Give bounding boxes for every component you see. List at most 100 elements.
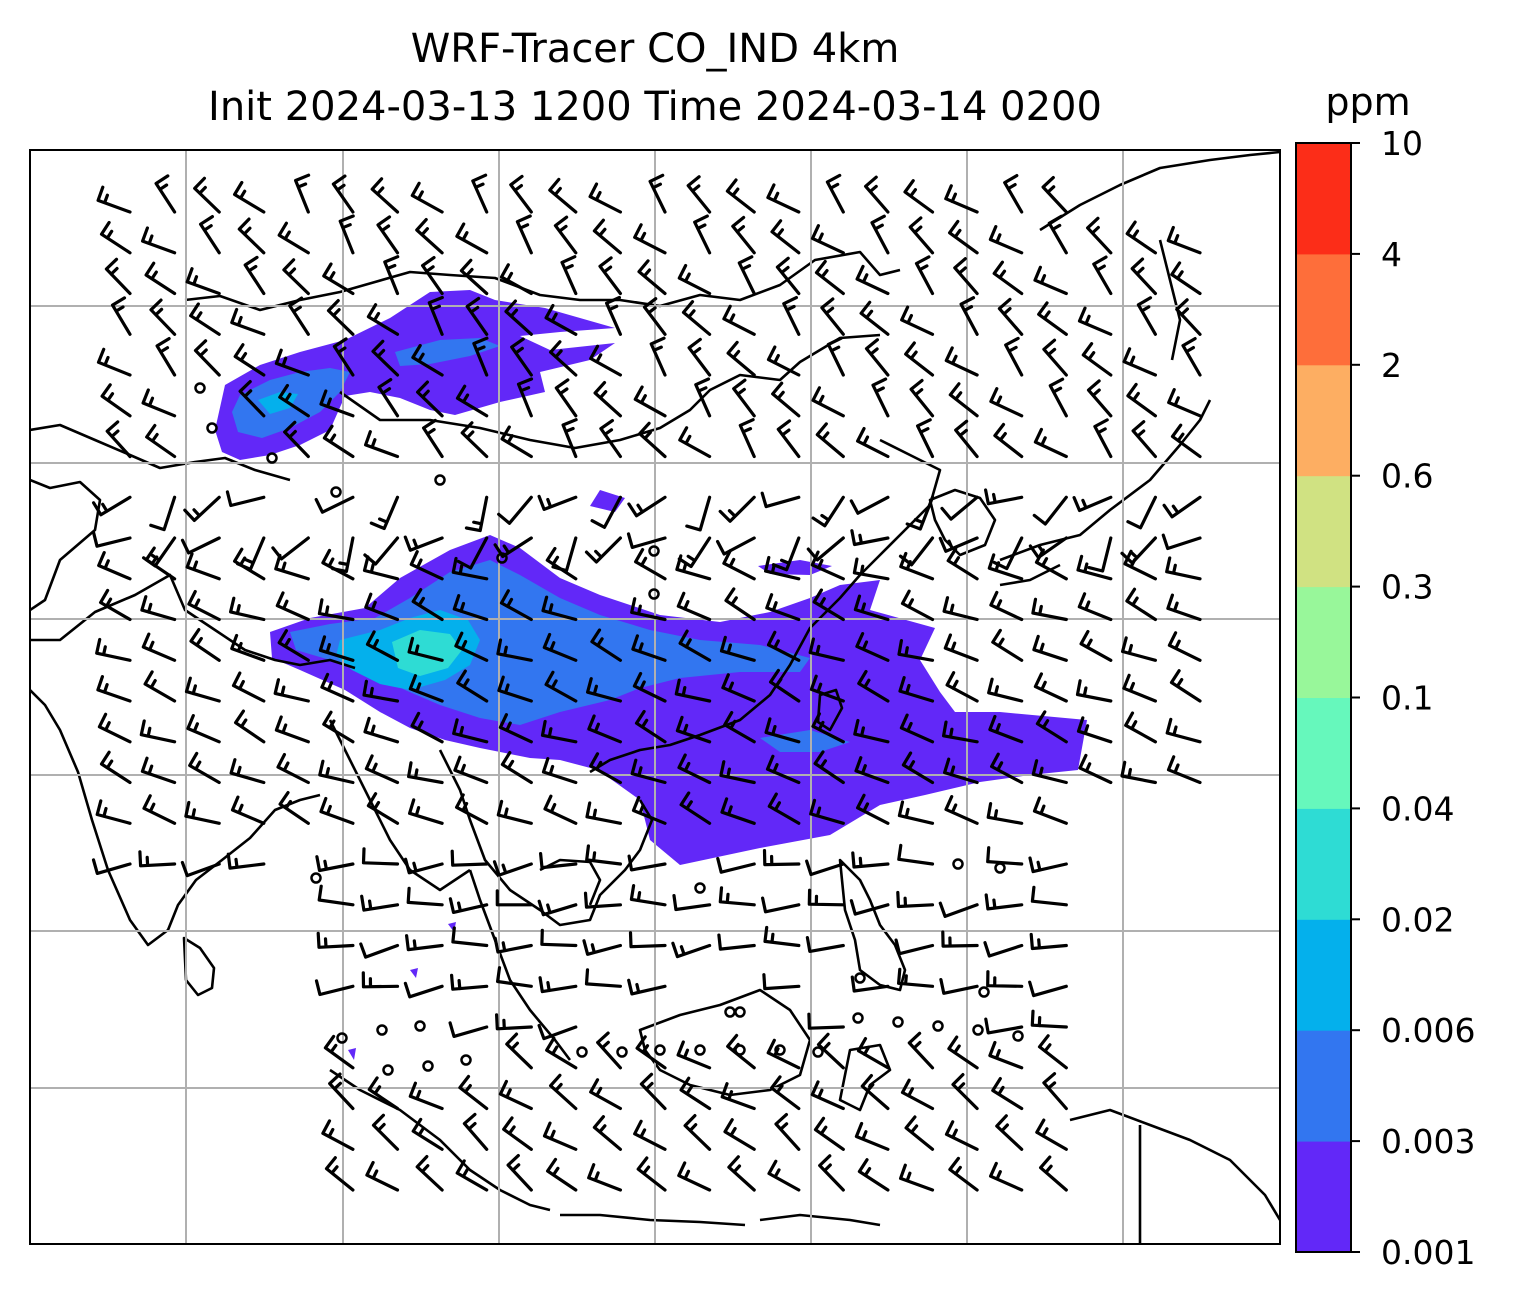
wind-barb (953, 257, 979, 296)
sakhalin (1158, 239, 1182, 361)
wind-barb (105, 420, 132, 459)
wind-barb (99, 750, 132, 785)
wind-barb (154, 174, 177, 214)
wind-barb (499, 263, 533, 296)
wind-barb (908, 216, 935, 255)
wind-barb (727, 1155, 756, 1192)
wind-barb (731, 215, 756, 255)
wind-barb (997, 297, 1024, 336)
wind-barb (850, 975, 890, 993)
wind-barb (95, 799, 132, 825)
wind-barb (986, 846, 1024, 866)
calm-marker (382, 1064, 394, 1076)
wind-barb (1031, 759, 1068, 785)
wind-barb (899, 551, 935, 581)
wind-barb (282, 258, 310, 296)
wind-barb (762, 849, 801, 867)
wind-barb (901, 751, 935, 785)
wind-barb (1161, 533, 1202, 551)
wind-barb (1167, 388, 1202, 418)
wind-barb (582, 939, 622, 956)
wind-barb (276, 753, 310, 785)
wind-barb (679, 1076, 712, 1111)
wind-barb (630, 758, 667, 785)
wind-barb (1034, 548, 1068, 581)
wind-barb (318, 635, 355, 662)
wind-barb (818, 1154, 845, 1192)
wind-barb (186, 714, 221, 744)
wind-barb (1162, 495, 1202, 519)
wind-barb (765, 754, 801, 785)
wind-barb (498, 713, 533, 744)
wind-barb (230, 633, 266, 662)
wind-barb (989, 590, 1024, 622)
wind-barb (633, 223, 667, 255)
wind-barb (273, 678, 310, 703)
wind-barb (857, 669, 890, 703)
wind-barb (585, 801, 622, 825)
wind-barb (942, 596, 979, 622)
calm-marker (852, 1012, 864, 1024)
wind-barb (193, 176, 221, 214)
calm-marker (422, 1060, 434, 1072)
wind-barb (1030, 1009, 1068, 1029)
wind-barb (629, 884, 667, 907)
wind-barb (598, 256, 622, 296)
wind-barb (588, 182, 622, 214)
wind-barb (672, 894, 712, 912)
wind-barb (180, 536, 221, 555)
wind-barb (409, 550, 444, 581)
wind-barb (542, 1121, 578, 1151)
wind-barb (857, 1158, 890, 1192)
wind-barb (1004, 336, 1024, 377)
wind-barb (454, 631, 489, 662)
wind-barb (587, 714, 622, 744)
wind-barb (274, 553, 310, 581)
wind-barb (809, 674, 845, 703)
wind-barb (360, 894, 400, 912)
wind-barb (140, 756, 177, 785)
wind-barb (1028, 980, 1068, 998)
wind-barb (187, 590, 221, 622)
wind-barb (767, 792, 801, 825)
indochina (438, 749, 654, 927)
wind-barb (321, 1119, 355, 1151)
wind-barb (331, 174, 355, 214)
wind-barb (548, 177, 578, 214)
plot-title-line-2: Init 2024-03-13 1200 Time 2024-03-14 020… (208, 84, 1102, 130)
wind-barb (452, 718, 489, 744)
wind-barb (362, 555, 400, 581)
philippines (838, 858, 907, 992)
calm-marker (1012, 1030, 1024, 1042)
wind-barb (984, 893, 1024, 911)
wind-barb (96, 675, 132, 703)
wind-barb (363, 716, 400, 744)
wind-barb (808, 637, 845, 662)
colorbar-tick-label: 0.3 (1381, 568, 1433, 607)
wind-barb (455, 384, 489, 418)
wind-barb (627, 978, 667, 996)
wind-barb (537, 494, 578, 511)
wind-barb (770, 219, 801, 255)
wind-barb (1125, 587, 1157, 622)
wind-barb (589, 752, 622, 785)
wind-barb (855, 264, 890, 296)
wind-barb (676, 1040, 712, 1070)
wind-barb (406, 886, 444, 907)
calm-marker (460, 1054, 472, 1066)
wind-barb (316, 931, 355, 949)
wind-barb (991, 628, 1024, 662)
wind-barb (722, 304, 756, 336)
colorbar-tick-label: 0.003 (1381, 1122, 1475, 1161)
wind-barb (1086, 379, 1113, 418)
wind-barb (460, 421, 489, 459)
colorbar-segment (1296, 253, 1351, 366)
wind-barb (410, 181, 444, 214)
colorbar-tick-label: 0.02 (1381, 900, 1454, 939)
wind-barb (805, 859, 845, 877)
wind-barbs (91, 173, 1202, 1192)
wind-barb (766, 345, 801, 377)
calm-marker (724, 1006, 736, 1018)
wind-barb (856, 793, 890, 825)
wind-barb (855, 632, 890, 662)
